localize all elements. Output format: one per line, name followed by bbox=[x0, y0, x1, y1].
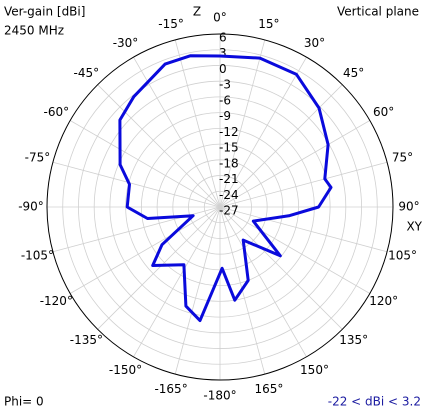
theta-tick-label: 15° bbox=[258, 17, 279, 31]
r-tick-label: -6 bbox=[219, 93, 231, 107]
theta-tick-label: -135° bbox=[70, 333, 103, 347]
axis-right-label: XY bbox=[406, 220, 422, 234]
ring bbox=[203, 190, 237, 224]
spoke bbox=[219, 120, 371, 208]
chart-title: Ver-gain [dBi] bbox=[4, 5, 85, 19]
spoke bbox=[69, 206, 221, 294]
ring bbox=[109, 96, 331, 318]
footer-right: -22 < dBi < 3.2 bbox=[328, 395, 421, 409]
spoke bbox=[133, 56, 221, 208]
spoke bbox=[97, 206, 221, 330]
theta-tick-label: -60° bbox=[44, 105, 70, 119]
spoke bbox=[219, 206, 307, 358]
theta-tick-label: -120° bbox=[40, 294, 73, 308]
r-tick-label: -27 bbox=[219, 204, 239, 218]
gain-curve bbox=[118, 54, 333, 323]
theta-tick-label: 135° bbox=[339, 333, 368, 347]
theta-tick-label: 105° bbox=[388, 248, 417, 262]
theta-tick-label: -90° bbox=[18, 200, 44, 214]
plane-label: Vertical plane bbox=[337, 5, 419, 19]
r-tick-label: -9 bbox=[219, 109, 231, 123]
spoke bbox=[133, 206, 221, 358]
theta-tick-label: 75° bbox=[392, 151, 413, 165]
axis-top-label: Z bbox=[193, 5, 201, 19]
r-tick-label: -24 bbox=[219, 188, 239, 202]
theta-tick-label: 165° bbox=[254, 382, 283, 396]
spoke bbox=[174, 206, 221, 375]
spoke bbox=[52, 161, 221, 208]
r-tick-label: -12 bbox=[219, 125, 239, 139]
theta-tick-label: -15° bbox=[158, 17, 184, 31]
ring bbox=[62, 49, 378, 365]
r-tick-label: 3 bbox=[219, 46, 227, 60]
ring bbox=[172, 159, 268, 255]
r-tick-label: 0 bbox=[219, 62, 227, 76]
theta-tick-label: 150° bbox=[300, 363, 329, 377]
spoke bbox=[219, 161, 388, 208]
theta-tick-label: -180° bbox=[203, 389, 236, 403]
theta-tick-label: -165° bbox=[154, 382, 187, 396]
spoke bbox=[219, 206, 343, 330]
ring bbox=[46, 33, 394, 381]
r-tick-label: -18 bbox=[219, 156, 239, 170]
spoke bbox=[69, 120, 221, 208]
ring bbox=[140, 127, 300, 287]
theta-tick-label: -45° bbox=[74, 66, 100, 80]
spoke bbox=[219, 84, 343, 208]
ring bbox=[78, 65, 362, 349]
theta-tick-label: 0° bbox=[213, 11, 227, 25]
theta-tick-label: -75° bbox=[25, 151, 51, 165]
footer-left: Phi= 0 bbox=[4, 395, 44, 409]
spoke bbox=[219, 206, 388, 253]
ring bbox=[93, 80, 347, 334]
theta-tick-label: -150° bbox=[109, 363, 142, 377]
r-tick-label: -21 bbox=[219, 172, 239, 186]
spoke bbox=[219, 56, 307, 208]
spoke bbox=[174, 39, 221, 208]
r-tick-label: 6 bbox=[219, 31, 227, 45]
theta-tick-label: 30° bbox=[304, 36, 325, 50]
r-tick-label: -15 bbox=[219, 141, 239, 155]
theta-tick-label: 120° bbox=[369, 294, 398, 308]
r-tick-label: -3 bbox=[219, 78, 231, 92]
theta-tick-label: 45° bbox=[343, 66, 364, 80]
chart-subtitle: 2450 MHz bbox=[4, 24, 64, 38]
theta-tick-label: 90° bbox=[398, 200, 419, 214]
theta-tick-label: -105° bbox=[21, 248, 54, 262]
ring bbox=[188, 175, 252, 239]
spoke bbox=[219, 206, 371, 294]
spoke bbox=[219, 39, 266, 208]
spoke bbox=[97, 84, 221, 208]
theta-tick-label: -30° bbox=[113, 36, 139, 50]
theta-tick-label: 60° bbox=[373, 105, 394, 119]
